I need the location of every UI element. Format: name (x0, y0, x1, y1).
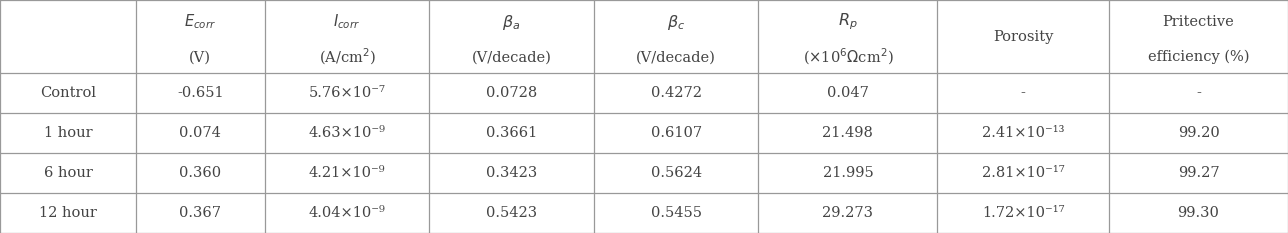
Text: ($\times$10$^{6}$$\Omega$cm$^{2}$): ($\times$10$^{6}$$\Omega$cm$^{2}$) (802, 47, 894, 67)
Text: 4.21×10⁻⁹: 4.21×10⁻⁹ (309, 166, 385, 180)
Text: (V/decade): (V/decade) (636, 50, 716, 64)
Text: 0.360: 0.360 (179, 166, 222, 180)
Text: 6 hour: 6 hour (44, 166, 93, 180)
Text: 5.76×10⁻⁷: 5.76×10⁻⁷ (309, 86, 385, 100)
Text: $E_{corr}$: $E_{corr}$ (184, 13, 216, 31)
Text: $R_p$: $R_p$ (838, 12, 858, 32)
Text: $I_{corr}$: $I_{corr}$ (334, 13, 361, 31)
Text: 12 hour: 12 hour (39, 206, 97, 220)
Text: 99.30: 99.30 (1177, 206, 1220, 220)
Text: 2.41×10⁻¹³: 2.41×10⁻¹³ (981, 126, 1064, 140)
Text: 1 hour: 1 hour (44, 126, 93, 140)
Text: 21.498: 21.498 (823, 126, 873, 140)
Text: 0.5455: 0.5455 (650, 206, 702, 220)
Text: (V): (V) (189, 50, 211, 64)
Text: 29.273: 29.273 (823, 206, 873, 220)
Text: $\beta_c$: $\beta_c$ (667, 13, 685, 31)
Text: 0.5423: 0.5423 (486, 206, 537, 220)
Text: 0.4272: 0.4272 (650, 86, 702, 100)
Text: 0.5624: 0.5624 (650, 166, 702, 180)
Text: 99.20: 99.20 (1177, 126, 1220, 140)
Text: 0.6107: 0.6107 (650, 126, 702, 140)
Text: (A/cm$^{2}$): (A/cm$^{2}$) (318, 47, 376, 67)
Text: 21.995: 21.995 (823, 166, 873, 180)
Text: Control: Control (40, 86, 97, 100)
Text: 4.63×10⁻⁹: 4.63×10⁻⁹ (309, 126, 385, 140)
Text: 0.0728: 0.0728 (486, 86, 537, 100)
Text: -0.651: -0.651 (176, 86, 224, 100)
Text: Porosity: Porosity (993, 30, 1054, 44)
Text: 2.81×10⁻¹⁷: 2.81×10⁻¹⁷ (981, 166, 1065, 180)
Text: 0.3661: 0.3661 (486, 126, 537, 140)
Text: 0.367: 0.367 (179, 206, 222, 220)
Text: 0.3423: 0.3423 (486, 166, 537, 180)
Text: 4.04×10⁻⁹: 4.04×10⁻⁹ (309, 206, 385, 220)
Text: efficiency (%): efficiency (%) (1148, 50, 1249, 65)
Text: 1.72×10⁻¹⁷: 1.72×10⁻¹⁷ (981, 206, 1064, 220)
Text: 0.074: 0.074 (179, 126, 222, 140)
Text: 0.047: 0.047 (827, 86, 869, 100)
Text: -: - (1197, 86, 1200, 100)
Text: 99.27: 99.27 (1177, 166, 1220, 180)
Text: -: - (1021, 86, 1025, 100)
Text: Pritective: Pritective (1163, 15, 1234, 29)
Text: (V/decade): (V/decade) (471, 50, 551, 64)
Text: $\beta_a$: $\beta_a$ (502, 13, 520, 31)
